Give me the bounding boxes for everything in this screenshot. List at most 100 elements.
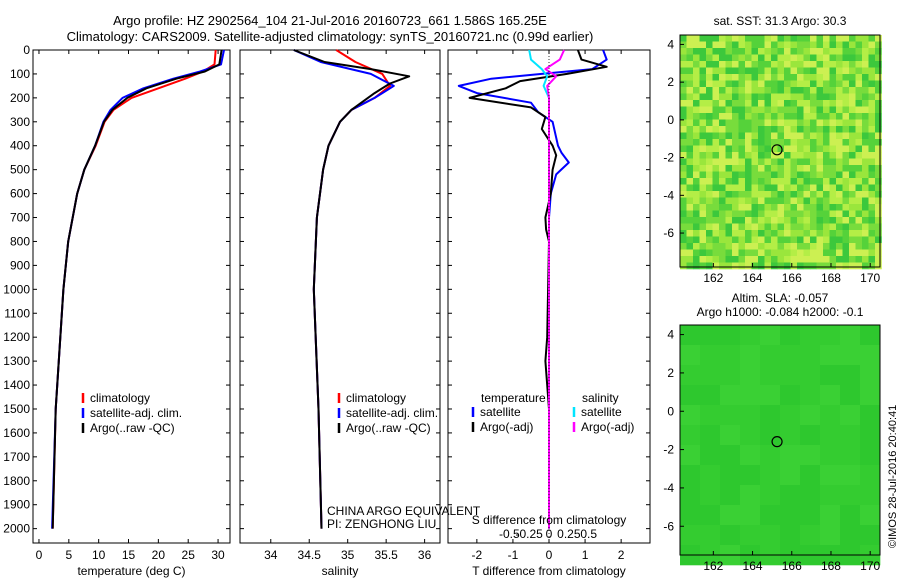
sla_map-cell	[700, 425, 721, 446]
sst_map-cell	[842, 191, 850, 198]
sst_map-cell	[842, 243, 850, 250]
sla_map-cell	[840, 385, 861, 406]
sst_map-cell	[816, 113, 824, 120]
sst_map-cell	[816, 87, 824, 94]
salinity-series-argo-raw-qc-	[293, 49, 411, 529]
sst_map-cell	[680, 54, 687, 62]
sst_map-cell	[797, 262, 804, 270]
depth-tick-label: 2000	[3, 522, 30, 536]
sla_map-cell	[860, 465, 881, 486]
sst_map-cell	[693, 113, 700, 120]
sst_map-cell	[732, 41, 739, 49]
sla-map-title: Altim. SLA: -0.057	[732, 291, 829, 305]
sla_map-cell	[680, 485, 701, 506]
sst_map-cell	[706, 178, 713, 185]
sst_map-cell	[693, 139, 700, 146]
sla_map-cell	[680, 325, 701, 346]
sst_map-cell	[777, 41, 785, 49]
sst_map-cell	[680, 236, 687, 244]
sla_map-cell	[700, 325, 721, 346]
sst_map-cell	[784, 100, 791, 107]
sst_map-cell	[849, 74, 856, 81]
sst_map-cell	[849, 132, 856, 140]
sst_map-cell	[862, 178, 869, 185]
sst_map-cell	[771, 191, 778, 198]
sst_map-cell	[706, 139, 713, 146]
sla_map-cell	[760, 445, 781, 466]
sst_map-cell	[745, 119, 752, 127]
sst_map-cell	[829, 230, 837, 237]
sst_map-cell	[732, 158, 739, 166]
sst_map-cell	[693, 223, 700, 231]
sst_map-cell	[706, 256, 713, 263]
sst_map-cell	[712, 223, 720, 231]
sst_map-cell	[777, 74, 785, 81]
sst_map-cell	[842, 113, 850, 120]
sst_map-cell	[764, 106, 772, 114]
sst_map-cell	[855, 48, 863, 55]
sst_map-cell	[699, 113, 707, 120]
sst_map-cell	[777, 132, 785, 140]
sst_map-cell	[738, 35, 746, 42]
sst_map-cell	[680, 243, 687, 250]
sst_map-cell	[686, 80, 694, 88]
sst_map-cell	[732, 74, 739, 81]
sst_map-cell	[777, 184, 785, 192]
sst_map-cell	[680, 35, 687, 42]
sst_map-cell	[790, 93, 798, 101]
sst_map-cell	[686, 48, 694, 55]
sst_map-cell	[699, 74, 707, 81]
sst_map-cell	[758, 223, 765, 231]
sst_map-cell	[758, 145, 765, 153]
sst_map-cell	[797, 119, 804, 127]
sst_map-cell	[810, 165, 817, 172]
sst_map-cell	[784, 74, 791, 81]
sst_map-cell	[764, 191, 772, 198]
sst_map-cell	[680, 210, 687, 218]
sst_map-cell	[764, 217, 772, 224]
sst_map-cell	[868, 61, 876, 68]
difference-x-tick-label: -1	[508, 548, 519, 562]
sst_map-cell	[790, 152, 798, 159]
sst_map-cell	[745, 113, 752, 120]
sla-map-panel: 162 164 166 168 170 4 2 0 -2 -4 -6 Altim. SLA: -0.0…	[663, 291, 880, 573]
sst_map-cell	[784, 80, 791, 88]
sst_map-cell	[810, 41, 817, 49]
sst_map-cell	[699, 41, 707, 49]
sst_map-cell	[706, 191, 713, 198]
sst_map-cell	[868, 119, 876, 127]
sst_map-cell	[732, 93, 739, 101]
difference-secondary-axis-label: S difference from climatology	[472, 513, 627, 527]
sst_map-cell	[751, 132, 759, 140]
sst_map-cell	[836, 204, 843, 211]
sst_map-cell	[725, 171, 733, 179]
sst_map-cell	[706, 74, 713, 81]
sst_map-cell	[816, 158, 824, 166]
sst_map-cell	[875, 139, 882, 146]
sst_map-cell	[686, 171, 694, 179]
sst_map-cell	[790, 41, 798, 49]
sst_map-cell	[816, 230, 824, 237]
sla_map-cell	[820, 385, 841, 406]
difference-x-tick-label: 0	[546, 548, 553, 562]
sst_map-cell	[810, 158, 817, 166]
depth-tick-label: 500	[10, 163, 30, 177]
sst_map-frame	[679, 34, 881, 268]
sla_map-y-tick-label: 0	[667, 404, 674, 418]
sst_map-cell	[862, 41, 869, 49]
sst_map-cell	[693, 87, 700, 94]
sst_map-cell	[725, 204, 733, 211]
sst_map-cell	[738, 256, 746, 263]
sst_map-cell	[849, 48, 856, 55]
sst_map-cell	[706, 67, 713, 75]
sla_map-cell	[740, 385, 761, 406]
sst_map-cell	[686, 106, 694, 114]
sst_map-cell	[725, 223, 733, 231]
sst_map-cell	[745, 87, 752, 94]
difference-legend-header: temperature	[481, 391, 546, 405]
sst_map-cell	[745, 262, 752, 270]
sst_map-cell	[797, 132, 804, 140]
sst_map-cell	[823, 48, 830, 55]
sst_map-y-tick-label: -6	[663, 226, 674, 240]
sst_map-cell	[803, 217, 811, 224]
